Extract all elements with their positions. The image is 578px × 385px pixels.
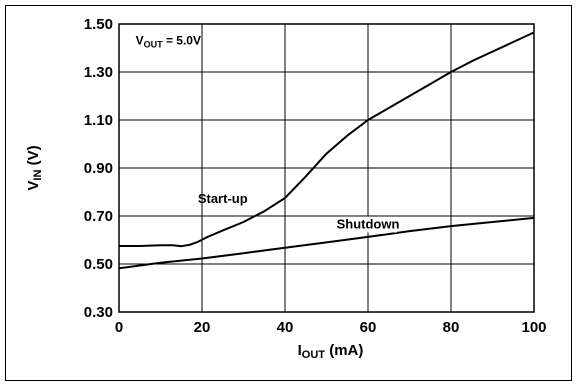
y-axis-label: VIN (V) <box>25 145 44 190</box>
y-tick-label: 0.70 <box>84 208 113 225</box>
x-tick-label: 100 <box>521 319 546 336</box>
plot-area <box>118 23 535 313</box>
x-tick-label: 40 <box>277 319 294 336</box>
x-tick-label: 60 <box>360 319 377 336</box>
y-tick-label: 1.50 <box>84 16 113 33</box>
x-axis-label: IOUT (mA) <box>298 342 364 361</box>
y-tick-label: 1.10 <box>84 112 113 129</box>
series-label-background <box>339 216 397 233</box>
y-tick-label: 0.50 <box>84 256 113 273</box>
series-line <box>119 31 535 248</box>
x-tick-label: 0 <box>115 319 123 336</box>
x-tick-label: 80 <box>443 319 460 336</box>
vout-annotation: VOUT = 5.0V <box>136 33 201 49</box>
y-tick-label: 1.30 <box>84 64 113 81</box>
series-line <box>118 216 535 270</box>
series-label: Start-up <box>198 191 248 206</box>
y-tick-label: 0.90 <box>84 160 113 177</box>
x-tick-label: 20 <box>194 319 211 336</box>
series-label: Shutdown <box>337 216 400 231</box>
y-tick-label: 0.30 <box>84 304 113 321</box>
